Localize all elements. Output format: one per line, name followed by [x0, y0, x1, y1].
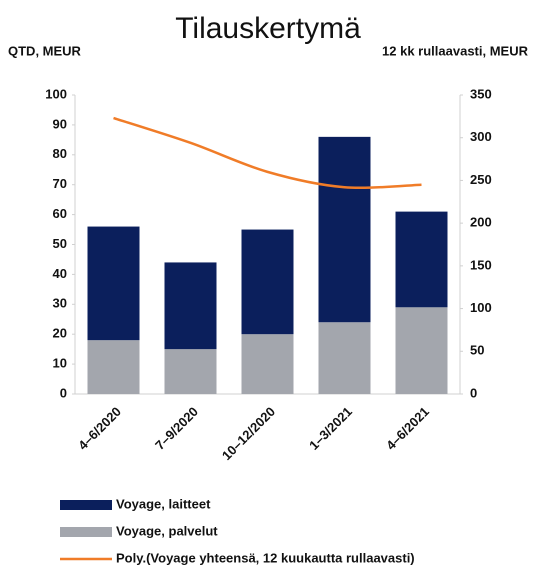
bar	[164, 262, 217, 350]
bar	[318, 136, 371, 323]
y-tick-label: 80	[53, 146, 67, 161]
y2-axis-label: 12 kk rullaavasti, MEUR	[382, 43, 529, 58]
legend-swatch	[60, 500, 112, 510]
x-tick-label: 7–9/2020	[152, 404, 201, 453]
trend-line	[113, 116, 422, 190]
legend-swatch	[60, 527, 112, 537]
bar	[318, 322, 371, 394]
y2-tick-label: 350	[470, 86, 492, 101]
y-tick-label: 20	[53, 326, 67, 341]
y2-tick-label: 150	[470, 257, 492, 272]
legend-label: Poly.(Voyage yhteensä, 12 kuukautta rull…	[116, 550, 415, 565]
y-tick-label: 60	[53, 206, 67, 221]
x-tick-label: 4–6/2021	[383, 404, 432, 453]
y-tick-label: 10	[53, 356, 67, 371]
x-tick-label: 4–6/2020	[75, 404, 124, 453]
y2-tick-label: 250	[470, 172, 492, 187]
bar	[87, 340, 140, 394]
y-tick-label: 100	[45, 86, 67, 101]
x-tick-label: 10–12/2020	[219, 404, 278, 463]
y-axis-label: QTD, MEUR	[8, 43, 82, 58]
y2-tick-label: 300	[470, 129, 492, 144]
bar	[395, 211, 448, 308]
y2-tick-label: 0	[470, 385, 477, 400]
legend-label: Voyage, palvelut	[116, 523, 218, 538]
chart-title: Tilauskertymä	[175, 12, 361, 45]
y-tick-label: 40	[53, 266, 67, 281]
bar	[87, 226, 140, 341]
y2-tick-label: 50	[470, 343, 484, 358]
y-tick-label: 70	[53, 176, 67, 191]
bar	[395, 307, 448, 394]
bar	[241, 229, 294, 335]
y-tick-label: 50	[53, 236, 67, 251]
legend-label: Voyage, laitteet	[116, 496, 211, 511]
y-tick-label: 90	[53, 116, 67, 131]
bar	[241, 334, 294, 394]
x-tick-label: 1–3/2021	[306, 404, 355, 453]
y2-tick-label: 200	[470, 215, 492, 230]
y-tick-label: 0	[60, 385, 67, 400]
y2-tick-label: 100	[470, 300, 492, 315]
bar	[164, 349, 217, 394]
y-tick-label: 30	[53, 296, 67, 311]
